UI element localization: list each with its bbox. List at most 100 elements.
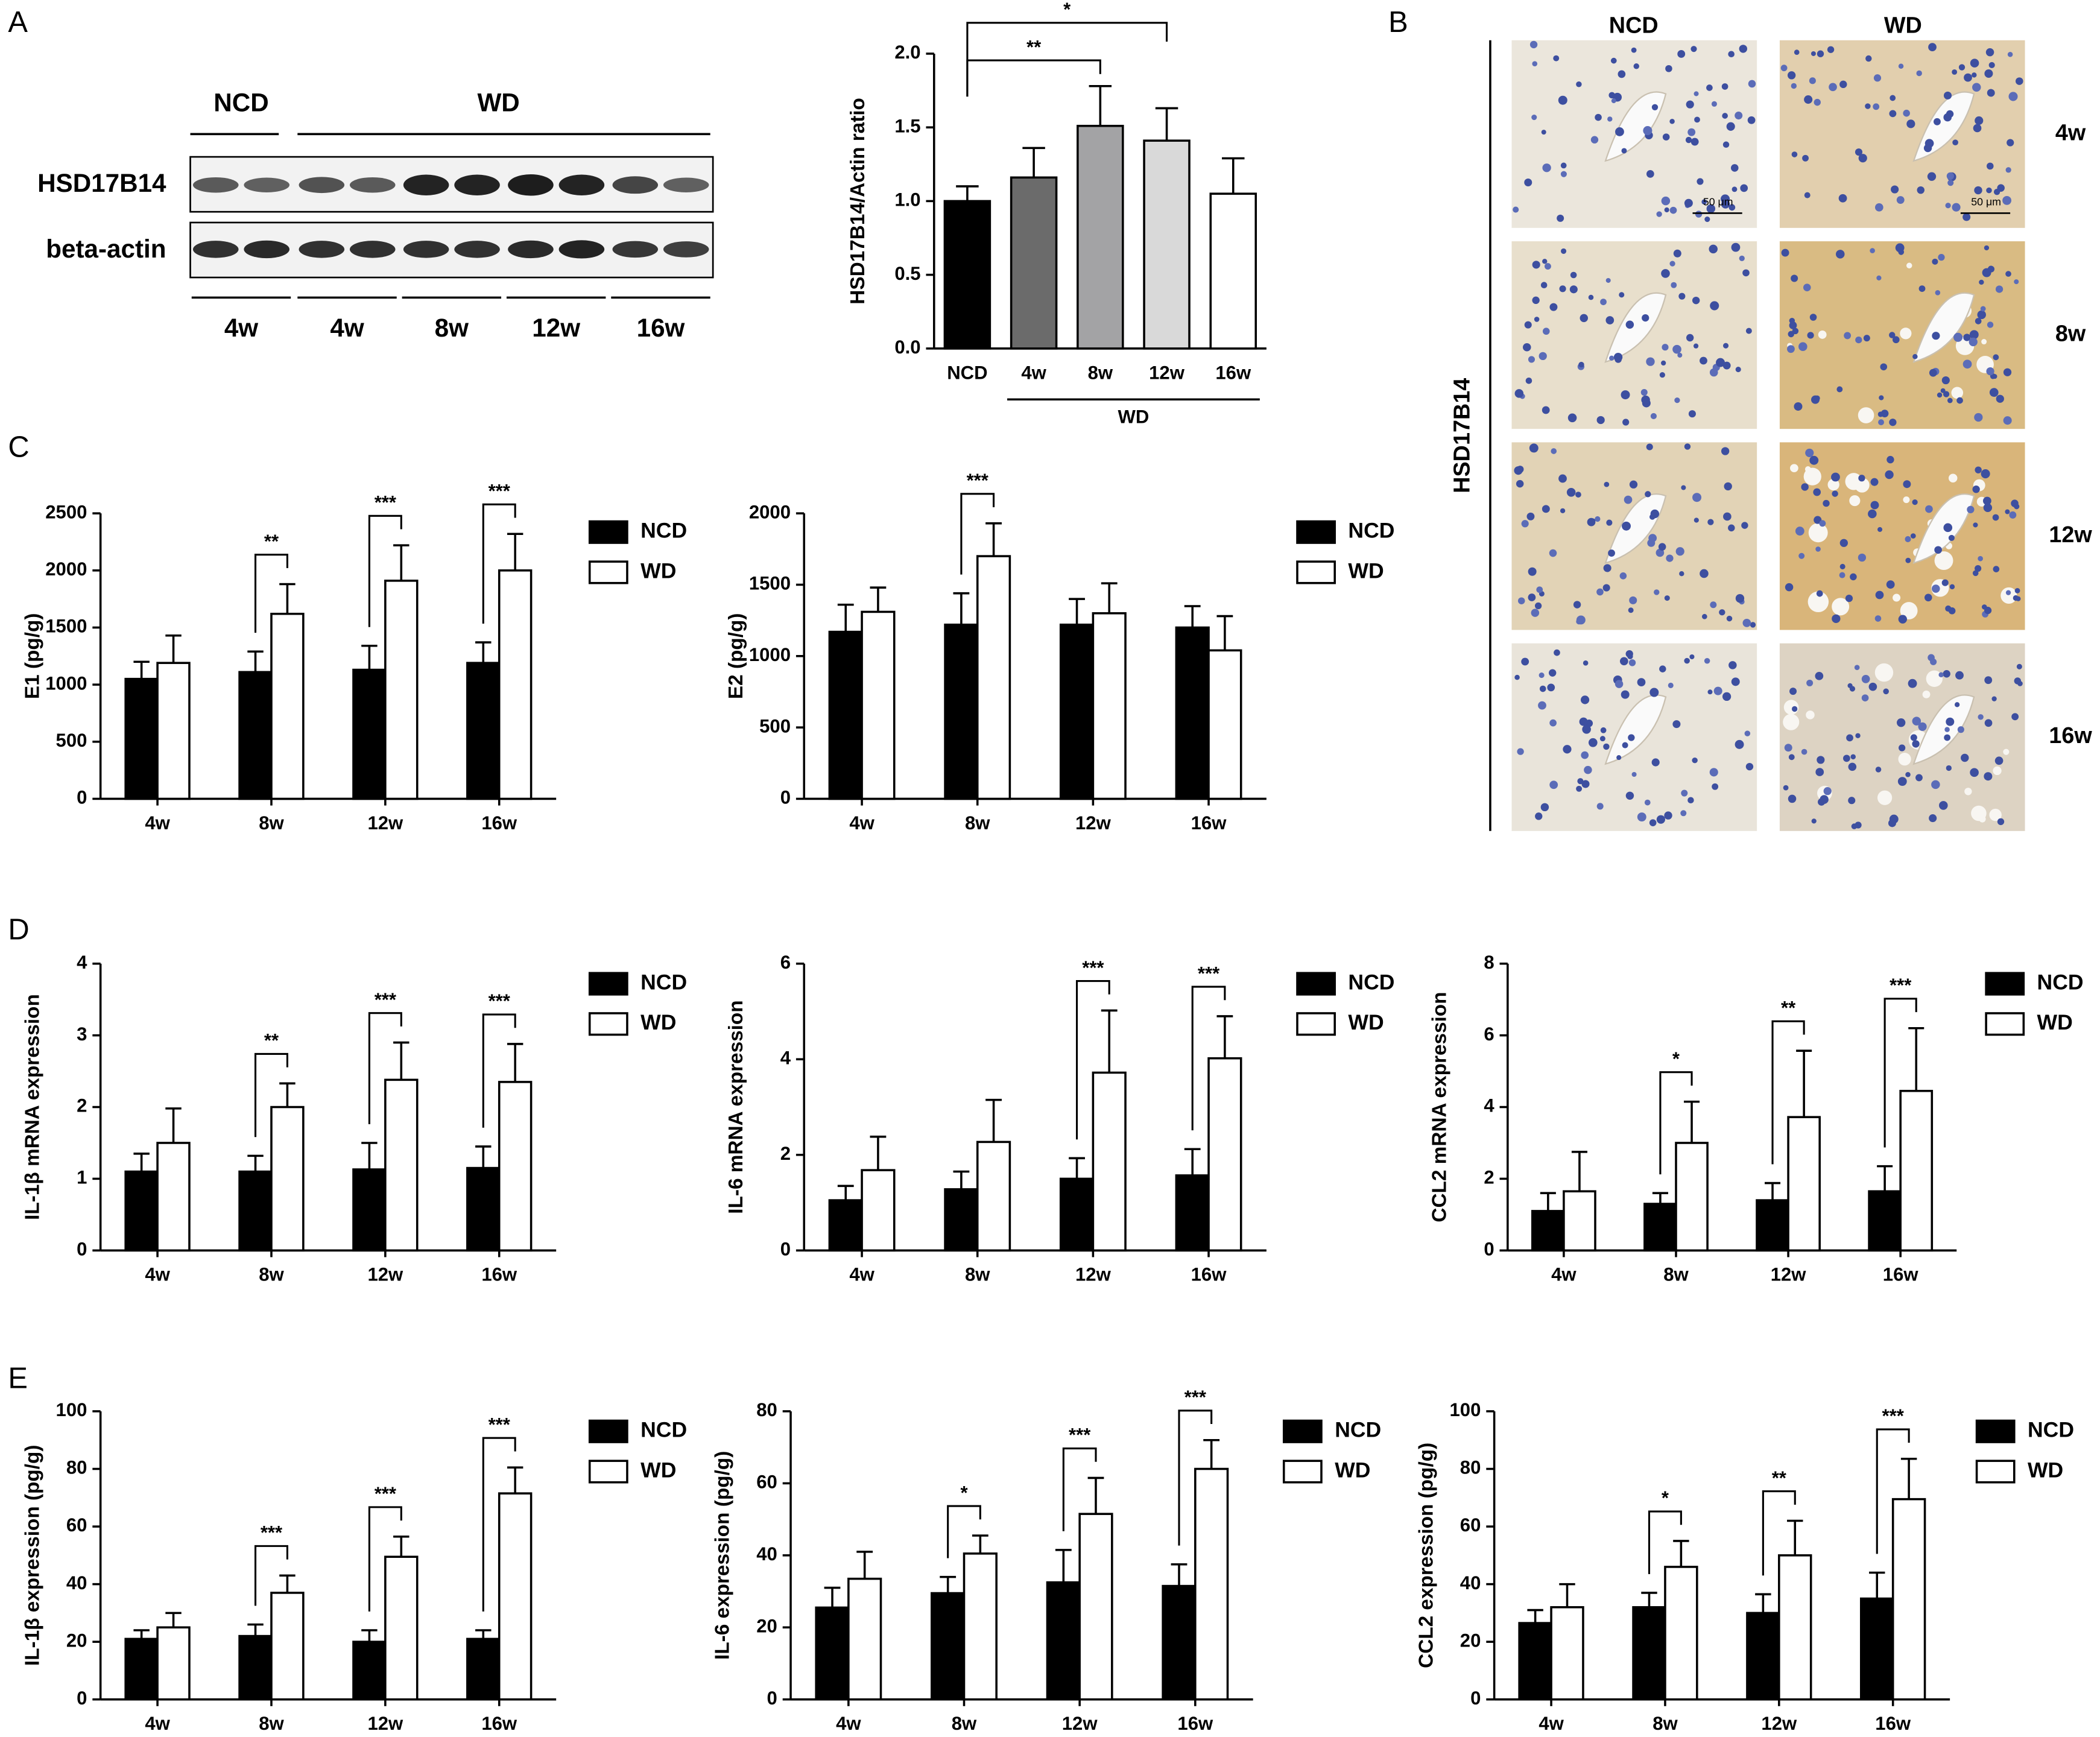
nucleus	[1711, 101, 1717, 107]
band	[244, 240, 289, 259]
nucleus	[1982, 496, 1991, 505]
error-bar	[953, 1170, 970, 1189]
nucleus	[1664, 811, 1672, 820]
nucleus	[1897, 718, 1906, 727]
nucleus	[1603, 743, 1610, 750]
nucleus	[1651, 104, 1659, 110]
nucleus	[1646, 169, 1654, 178]
x-tick-label: 8w	[1088, 362, 1113, 383]
nucleus	[1628, 734, 1635, 741]
nucleus	[2005, 271, 2011, 277]
bar	[1059, 1177, 1095, 1252]
nucleus	[1912, 717, 1921, 726]
nucleus	[1557, 214, 1564, 222]
nucleus	[1795, 527, 1804, 536]
nucleus	[1964, 73, 1972, 82]
error-bar	[1684, 1100, 1700, 1143]
y-tick-label: 1	[77, 1167, 87, 1188]
nucleus	[1806, 679, 1814, 686]
nucleus	[1967, 505, 1975, 513]
y-tick-label: 0	[1484, 1239, 1494, 1260]
nucleus	[1513, 206, 1519, 213]
nucleus	[1820, 795, 1829, 804]
y-tick-label: 2.0	[894, 42, 920, 63]
vacuole	[1827, 478, 1839, 491]
nucleus	[1854, 665, 1860, 671]
nucleus	[1531, 115, 1537, 121]
y-tick-label: 2	[77, 1095, 87, 1116]
nucleus	[2009, 511, 2017, 519]
nucleus	[1619, 657, 1628, 666]
significance-label: ***	[1882, 1405, 1905, 1426]
y-axis-title: IL-1β expression (pg/g)	[21, 1444, 43, 1666]
nucleus	[1690, 46, 1697, 52]
nucleus	[1575, 492, 1581, 498]
nucleus	[1534, 602, 1542, 610]
chart: 0 20 40 60 80 100 CCL2 expression (pg/g) 4w 8w 12…	[1415, 1399, 2074, 1734]
nucleus	[1709, 368, 1718, 377]
error-bar	[1022, 147, 1045, 178]
lane-label: 12w	[532, 314, 580, 342]
bar	[1563, 1190, 1596, 1252]
y-tick-label: 4	[1484, 1095, 1494, 1116]
nucleus	[1943, 523, 1953, 533]
bar	[943, 200, 991, 350]
nucleus	[1931, 780, 1940, 789]
x-tick-label: 16w	[1883, 1264, 1919, 1285]
y-tick-label: 1500	[749, 573, 791, 594]
band	[454, 174, 500, 195]
nucleus	[1684, 443, 1691, 450]
nucleus	[1605, 277, 1611, 283]
y-tick-label: 500	[759, 715, 791, 736]
nucleus	[1932, 332, 1940, 340]
panel-letter: C	[8, 431, 29, 463]
nucleus	[1898, 615, 1907, 624]
panel-letter: D	[8, 913, 29, 946]
error-bar	[279, 1574, 296, 1593]
band	[663, 241, 709, 258]
nucleus	[1666, 554, 1674, 562]
nucleus	[1932, 258, 1938, 265]
nucleus	[1539, 672, 1545, 679]
nucleus	[1538, 701, 1546, 710]
nucleus	[1686, 100, 1694, 109]
nucleus	[1644, 799, 1651, 806]
nucleus	[1664, 595, 1670, 601]
vacuole	[1948, 473, 1958, 482]
ihc-grid: 4w 50 μm 50 μm 8w 12w 16w	[1511, 40, 2092, 831]
nucleus	[1599, 736, 1605, 742]
bar	[1209, 192, 1257, 350]
error-bar	[1571, 1151, 1587, 1192]
nucleus	[1948, 534, 1955, 541]
nucleus	[1980, 306, 1986, 312]
nucleus	[1735, 112, 1743, 120]
bar	[815, 1606, 850, 1701]
nucleus	[1873, 74, 1882, 82]
nucleus	[1787, 71, 1796, 80]
nucleus	[1944, 734, 1951, 741]
charts: 0.0 0.5 1.0 1.5 2.0 HSD17B14/Actin ratio NCD 4w…	[21, 0, 2083, 1734]
nucleus	[1517, 597, 1525, 604]
nucleus	[1789, 688, 1797, 695]
nucleus	[1908, 679, 1917, 688]
nucleus	[1954, 702, 1960, 707]
vessel	[1912, 694, 1975, 765]
nucleus	[1791, 706, 1798, 712]
nucleus	[1787, 345, 1795, 353]
bar	[1046, 1581, 1081, 1701]
significance-bracket	[254, 1545, 288, 1606]
nucleus	[1659, 665, 1666, 672]
bar	[352, 1168, 387, 1252]
bar	[1787, 1116, 1821, 1252]
significance-label: *	[960, 1482, 968, 1503]
significance-label: ***	[489, 1414, 511, 1435]
nucleus	[2014, 279, 2019, 285]
nucleus	[2003, 416, 2012, 425]
nucleus	[1877, 527, 1883, 532]
nucleus	[1576, 785, 1583, 792]
nucleus	[1938, 672, 1944, 677]
bar	[1664, 1566, 1698, 1701]
vessel	[1604, 292, 1667, 363]
nucleus	[1600, 727, 1607, 733]
nucleus	[1962, 359, 1972, 369]
